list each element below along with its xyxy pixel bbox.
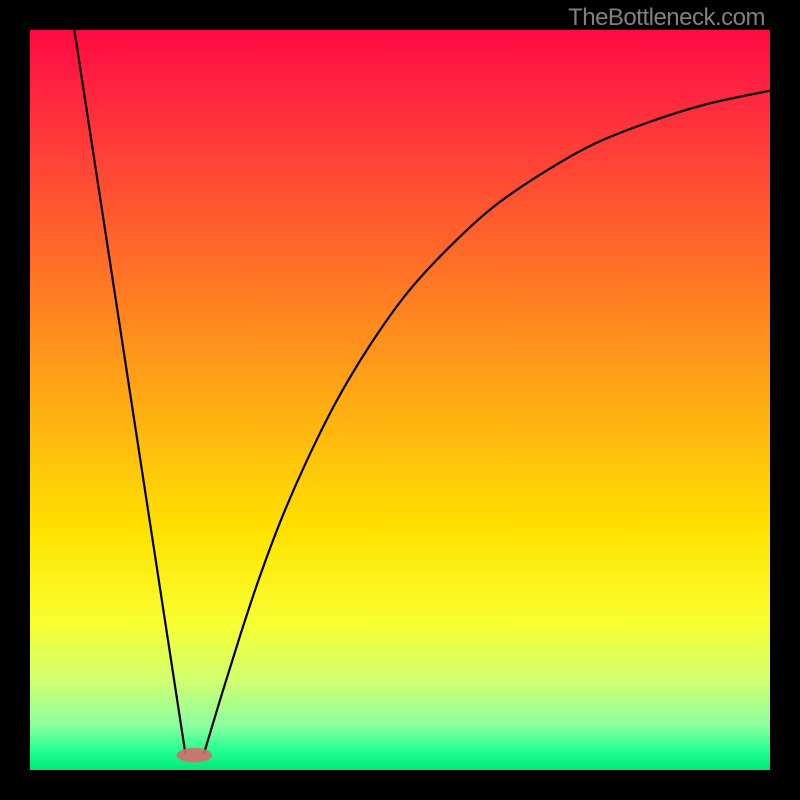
- vertex-marker: [177, 748, 213, 763]
- chart-curve-layer: [30, 30, 770, 770]
- watermark-text: TheBottleneck.com: [568, 4, 765, 32]
- curve-left-segment: [74, 30, 185, 754]
- curve-right-segment: [204, 91, 770, 754]
